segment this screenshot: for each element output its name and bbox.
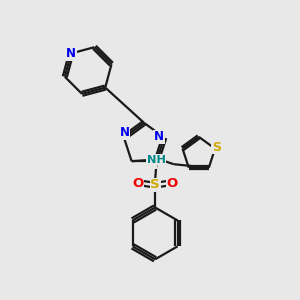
Text: N: N xyxy=(66,47,76,60)
Text: N: N xyxy=(154,130,164,143)
Text: N: N xyxy=(119,126,130,139)
Text: S: S xyxy=(150,178,160,191)
Text: O: O xyxy=(167,177,178,190)
Text: N: N xyxy=(146,155,156,168)
Text: NH: NH xyxy=(147,155,166,165)
Text: S: S xyxy=(212,141,221,154)
Text: O: O xyxy=(132,177,143,190)
